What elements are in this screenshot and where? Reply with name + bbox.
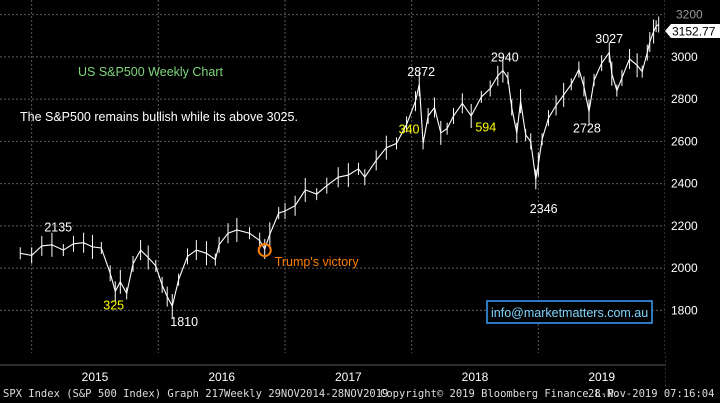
y-tick-label-2600: 2600 xyxy=(671,134,698,148)
footer-copyright: Copyright© 2019 Bloomberg Finance L.P. xyxy=(380,388,621,400)
footer-period: Weekly 29NOV2014-28NOV2019 xyxy=(224,388,389,400)
chart-title: US S&P500 Weekly Chart xyxy=(78,65,223,79)
footer-index: SPX Index (S&P 500 Index) Graph 217 xyxy=(3,388,225,400)
annotations: 2135 325 1810 Trump's victory 340 2872 594 2940… xyxy=(44,32,623,329)
y-axis-panel xyxy=(665,0,720,353)
footer-timestamp: 28-Nov-2019 07:16:04 xyxy=(588,388,715,400)
y-tick-label-2400: 2400 xyxy=(671,177,698,191)
y-axis: 1800 2000 2200 2400 2600 2800 3000 3200 xyxy=(671,8,703,318)
y-tick-label-2800: 2800 xyxy=(671,92,698,106)
annotation-2728: 2728 xyxy=(573,121,601,135)
annotation-2940: 2940 xyxy=(491,50,519,64)
annotation-3027: 3027 xyxy=(595,32,623,46)
x-tick-label-2018: 2018 xyxy=(462,370,489,384)
annotation-594: 594 xyxy=(475,120,496,134)
watermark-text: info@marketmatters.com.au xyxy=(491,306,648,320)
y-tick-label-3000: 3000 xyxy=(671,50,698,64)
y-tick-label-3200: 3200 xyxy=(676,8,703,22)
x-tick-label-2017: 2017 xyxy=(335,370,362,384)
y-tick-label-1800: 1800 xyxy=(671,303,698,317)
price-line xyxy=(20,24,660,308)
watermark-box: info@marketmatters.com.au xyxy=(486,300,653,324)
annotation-2872: 2872 xyxy=(407,65,435,79)
y-tick-label-2000: 2000 xyxy=(671,261,698,275)
annotation-2346: 2346 xyxy=(530,202,558,216)
annotation-trump-s-victory: Trump's victory xyxy=(275,255,360,269)
price-series xyxy=(19,16,660,319)
footer-bar: SPX Index (S&P 500 Index) Graph 217 Week… xyxy=(0,386,720,403)
annotation-325: 325 xyxy=(103,298,124,312)
x-axis: 2015 2016 2017 2018 2019 xyxy=(0,364,665,384)
grid-layer xyxy=(0,0,666,386)
x-axis-panel xyxy=(0,353,665,386)
annotation-340: 340 xyxy=(399,122,420,136)
x-tick-label-2019: 2019 xyxy=(588,370,615,384)
x-tick-label-2016: 2016 xyxy=(208,370,235,384)
last-price-tag: 3152.77 xyxy=(665,24,720,39)
annotation-1810: 1810 xyxy=(170,315,198,329)
x-tick-label-2015: 2015 xyxy=(82,370,109,384)
y-tick-label-2200: 2200 xyxy=(671,219,698,233)
chart-subtitle: The S&P500 remains bullish while its abo… xyxy=(20,110,298,124)
trump-victory-marker xyxy=(257,243,272,258)
annotation-2135: 2135 xyxy=(44,221,72,235)
last-price-value: 3152.77 xyxy=(672,25,716,39)
